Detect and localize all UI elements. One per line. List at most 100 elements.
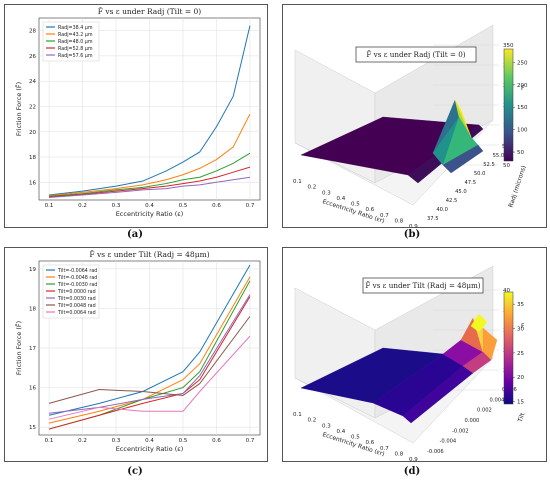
z-tick-label: 40 bbox=[503, 288, 510, 294]
panel-b-surface-plot: 501001502002503003500.10.20.30.40.50.60.… bbox=[282, 4, 547, 228]
colorbar-tick-label: 200 bbox=[517, 83, 528, 89]
x-tick-label: 0.5 bbox=[351, 202, 360, 208]
chart-title: F̄ vs ε under Tilt (Radj = 48μm) bbox=[89, 250, 209, 259]
chart-b-svg: 501001502002503003500.10.20.30.40.50.60.… bbox=[293, 24, 528, 227]
legend-label: Tilt=-0.0030 rad bbox=[57, 282, 97, 288]
colorbar bbox=[503, 291, 514, 405]
series-line bbox=[49, 176, 251, 198]
chart-c-svg: F̄ vs ε under Tilt (Radj = 48μm) 0.1 0.2 0.… bbox=[14, 250, 261, 453]
x-tick-label: 0.7 bbox=[380, 213, 389, 219]
x-tick-label: 0.7 bbox=[246, 438, 255, 444]
colorbar-tick-label: 25 bbox=[517, 351, 524, 357]
panel-c-line-chart: F̄ vs ε under Tilt (Radj = 48μm) 0.1 0.2 0.… bbox=[4, 247, 268, 462]
legend-label: Radj=48.0 µm bbox=[58, 39, 93, 45]
legend-label: Tilt=0.0030 rad bbox=[57, 296, 96, 302]
x-tick-label: 0.6 bbox=[212, 203, 221, 209]
chart-title: F̄ vs ε under Radj (Tilt = 0) bbox=[98, 7, 202, 16]
caption-c: (c) bbox=[127, 466, 143, 477]
legend-label: Radj=38.4 µm bbox=[58, 25, 93, 31]
legend-label: Tilt=-0.0064 rad bbox=[57, 268, 97, 274]
colorbar-tick-label: 20 bbox=[517, 375, 524, 381]
y-axis-label: Friction Force (F̄) bbox=[14, 82, 23, 136]
x-tick-label: 0.1 bbox=[45, 203, 54, 209]
colorbar-tick-label: 250 bbox=[517, 60, 528, 66]
chart-a-svg: F̄ vs ε under Radj (Tilt = 0) 0.1 0.2 0.3 0.… bbox=[14, 7, 261, 218]
legend-label: Radj=57.6 µm bbox=[58, 53, 93, 59]
x-tick-label: 0.3 bbox=[112, 438, 121, 444]
legend-label: Tilt=0.0000 rad bbox=[57, 289, 96, 295]
chart-title: F̄ vs ε under Tilt (Radj = 48μm) bbox=[365, 281, 480, 290]
legend-label: Tilt=0.0048 rad bbox=[57, 303, 96, 309]
y-tick-label: 20 bbox=[29, 130, 36, 136]
series-line bbox=[48, 294, 251, 414]
caption-a: (a) bbox=[127, 229, 143, 240]
series-line bbox=[48, 264, 251, 416]
y-tick-label: 16 bbox=[29, 180, 36, 186]
x-tick-label: 0.1 bbox=[293, 412, 302, 418]
x-tick-label: 0.8 bbox=[395, 451, 404, 457]
y-tick-label: 52.5 bbox=[483, 162, 495, 168]
legend-label: Radj=43.2 µm bbox=[58, 32, 93, 38]
x-tick-label: 0.4 bbox=[337, 429, 346, 435]
x-tick-label: 0.3 bbox=[112, 203, 121, 209]
x-tick-label: 0.2 bbox=[78, 438, 87, 444]
y-tick-label: 47.5 bbox=[465, 180, 477, 186]
surface-facet bbox=[470, 313, 488, 333]
y-axis-label: Friction Force (F̄) bbox=[14, 321, 23, 375]
pane-floor bbox=[294, 357, 494, 444]
x-tick-label: 0.2 bbox=[308, 185, 317, 191]
surface-facet bbox=[462, 351, 492, 374]
series-line bbox=[48, 316, 251, 404]
z-axis-label: F bbox=[521, 85, 525, 92]
y-tick-label: 0.000 bbox=[465, 418, 480, 424]
y-tick-label: 17 bbox=[29, 346, 36, 352]
chart-title: F̄ vs ε under Radj (Tilt = 0) bbox=[366, 50, 465, 59]
series-line bbox=[49, 152, 251, 197]
x-tick-label: 0.6 bbox=[212, 438, 221, 444]
y-tick-label: 40.0 bbox=[436, 207, 448, 213]
x-tick-label: 0.3 bbox=[322, 190, 331, 196]
colorbar-tick-label: 50 bbox=[517, 150, 524, 156]
panel-a-line-chart: F̄ vs ε under Radj (Tilt = 0) 0.1 0.2 0.3 0.… bbox=[4, 4, 268, 228]
legend-label: Tilt=0.0064 rad bbox=[57, 310, 96, 316]
y-tick-label: 37.5 bbox=[427, 216, 439, 222]
x-tick-label: 0.2 bbox=[78, 203, 87, 209]
x-tick-label: 0.4 bbox=[337, 196, 346, 202]
series-line bbox=[48, 296, 251, 430]
colorbar-tick-label: 150 bbox=[517, 105, 528, 111]
x-tick-label: 0.6 bbox=[366, 440, 375, 446]
y-tick-label: 19 bbox=[29, 267, 36, 273]
x-tick-label: 0.7 bbox=[246, 203, 255, 209]
pane-floor bbox=[294, 119, 494, 206]
series-line bbox=[48, 335, 251, 420]
x-tick-label: 0.3 bbox=[322, 423, 331, 429]
x-tick-label: 0.1 bbox=[45, 438, 54, 444]
x-tick-label: 0.2 bbox=[308, 418, 317, 424]
series-line bbox=[48, 276, 251, 424]
z-tick-label: 350 bbox=[503, 43, 514, 49]
y-tick-label: 50.0 bbox=[474, 171, 486, 177]
x-axis-label: Eccentricity Ratio (ε) bbox=[116, 210, 184, 218]
x-tick-label: 0.9 bbox=[409, 457, 418, 461]
colorbar-tick-label: 30 bbox=[517, 327, 524, 333]
colorbar bbox=[503, 48, 514, 162]
y-tick-label: -0.002 bbox=[452, 428, 469, 434]
y-tick-label: 22 bbox=[29, 104, 36, 110]
y-tick-label: 0.002 bbox=[477, 408, 492, 414]
y-tick-label: 16 bbox=[29, 386, 36, 392]
x-tick-label: 0.5 bbox=[179, 438, 188, 444]
z-tick-label: 50 bbox=[503, 163, 510, 169]
y-tick-label: 26 bbox=[29, 54, 36, 60]
series-line bbox=[49, 166, 251, 198]
z-axis-label: F bbox=[521, 323, 525, 330]
legend-label: Radj=52.8 µm bbox=[58, 46, 93, 52]
x-tick-label: 0.5 bbox=[351, 435, 360, 441]
surface-facet bbox=[442, 144, 484, 174]
series-line bbox=[48, 113, 251, 197]
panel-d-surface-plot: 1520253035400.10.20.30.40.50.60.70.80.9E… bbox=[282, 247, 547, 462]
y-axis-label: Radj (microns) bbox=[508, 165, 528, 209]
chart-d-svg: 1520253035400.10.20.30.40.50.60.70.80.9E… bbox=[293, 265, 527, 461]
x-tick-label: 0.7 bbox=[380, 446, 389, 452]
x-tick-label: 0.4 bbox=[145, 438, 154, 444]
y-tick-label: 45.0 bbox=[455, 189, 467, 195]
